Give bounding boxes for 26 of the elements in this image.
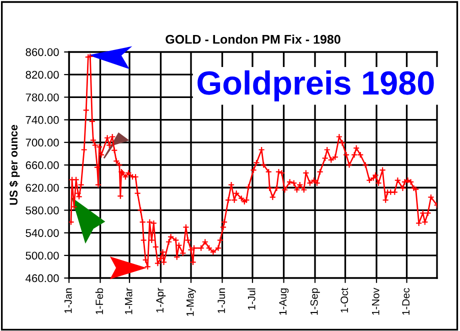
- y-tick-label: 700.00: [26, 138, 59, 147]
- y-axis-title: US $ per ounce: [9, 124, 20, 205]
- y-tick-label: 660.00: [26, 161, 59, 170]
- y-tick-label: 820.00: [26, 70, 59, 79]
- x-tick-label: 1-Mar: [125, 288, 132, 314]
- x-tick-label: 1-Apr: [156, 288, 166, 312]
- chart-title: GOLD - London PM Fix - 1980: [166, 34, 340, 44]
- x-tick-label: 1-Feb: [95, 288, 104, 314]
- x-tick-label: 1-May: [186, 288, 196, 316]
- y-tick-label: 500.00: [26, 252, 59, 260]
- x-tick-label: 1-Jan: [64, 288, 72, 314]
- x-tick-label: 1-Jun: [218, 288, 226, 314]
- y-tick-label: 620.00: [26, 184, 59, 192]
- x-tick-label: 1-Oct: [340, 288, 348, 312]
- y-tick-label: 540.00: [26, 229, 59, 237]
- y-tick-label: 460.00: [26, 274, 59, 282]
- x-tick-label: 1-Aug: [279, 288, 289, 315]
- y-tick-label: 780.00: [26, 93, 59, 102]
- annotation: Goldpreis 1980: [198, 70, 434, 102]
- x-tick-label: 1-Jul: [248, 288, 256, 310]
- y-tick-label: 740.00: [26, 116, 59, 124]
- x-tick-label: 1-Sep: [310, 288, 320, 315]
- y-tick-label: 860.00: [26, 48, 59, 56]
- x-tick-label: 1-Dec: [402, 288, 410, 315]
- y-tick-label: 580.00: [26, 206, 59, 214]
- x-tick-label: 1-Nov: [372, 288, 380, 315]
